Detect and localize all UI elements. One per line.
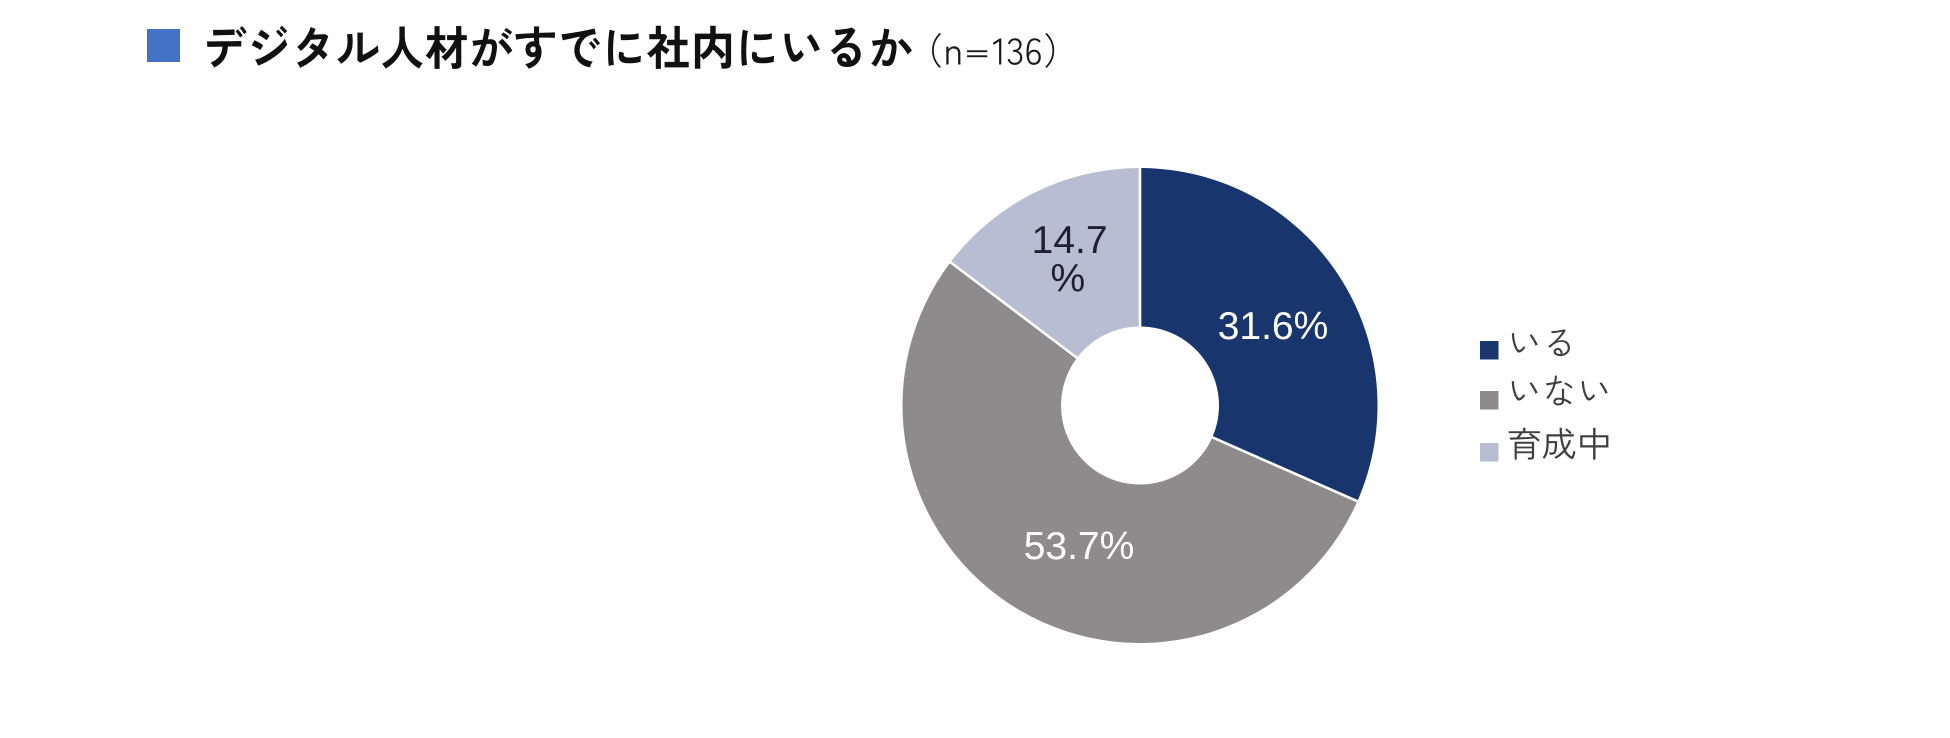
svg-text:%: % xyxy=(1050,258,1085,301)
svg-text:53.7%: 53.7% xyxy=(1024,525,1135,568)
svg-text:31.6%: 31.6% xyxy=(1218,305,1329,348)
svg-text:14.7: 14.7 xyxy=(1032,219,1108,262)
